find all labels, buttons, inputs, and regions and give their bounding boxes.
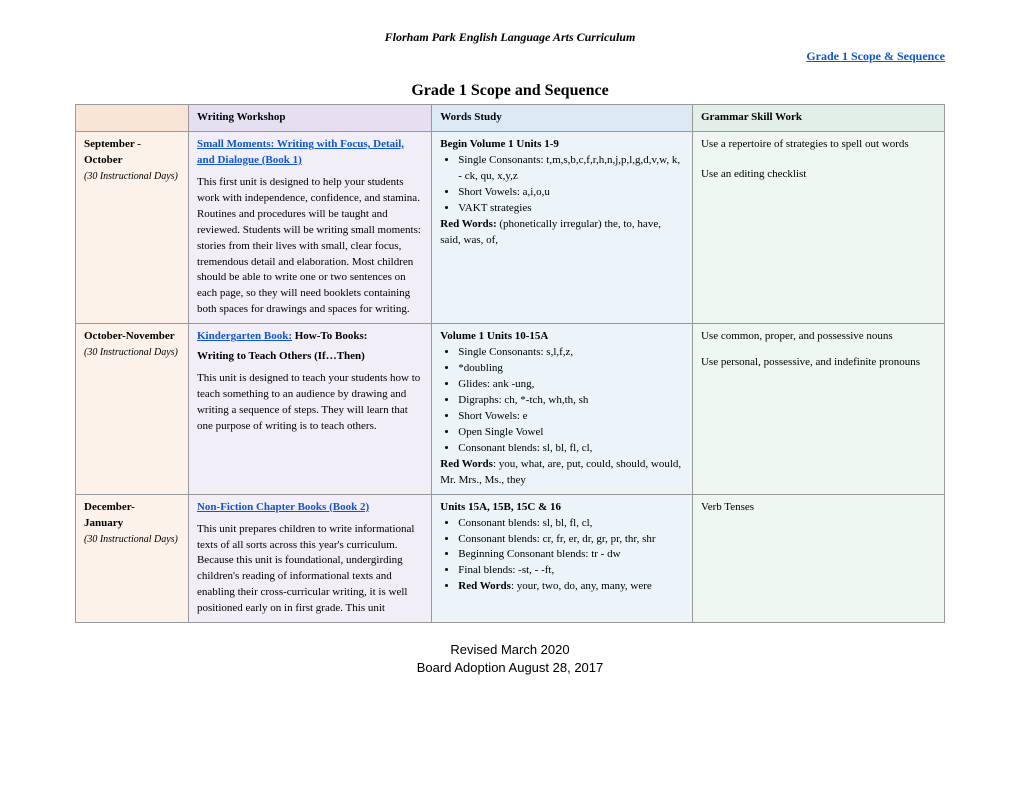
unit-link[interactable]: Small Moments: Writing with Focus, Detai… bbox=[197, 138, 404, 166]
table-row: September - October (30 Instructional Da… bbox=[76, 131, 945, 323]
cell-writing-workshop: Non-Fiction Chapter Books (Book 2) This … bbox=[188, 494, 431, 623]
list-item: Single Consonants: s,l,f,z, bbox=[458, 345, 684, 361]
period-label: September - October bbox=[84, 138, 141, 166]
cell-writing-workshop: Small Moments: Writing with Focus, Detai… bbox=[188, 131, 431, 323]
list-item: VAKT strategies bbox=[458, 201, 684, 217]
red-words-text: : your, two, do, any, many, were bbox=[511, 580, 652, 592]
cell-period: September - October (30 Instructional Da… bbox=[76, 131, 189, 323]
ws-list: Single Consonants: s,l,f,z, *doubling Gl… bbox=[458, 345, 684, 457]
unit-link[interactable]: Non-Fiction Chapter Books (Book 2) bbox=[197, 501, 369, 513]
ws-intro: Begin Volume 1 Units 1-9 bbox=[440, 138, 559, 150]
page-title: Grade 1 Scope and Sequence bbox=[75, 82, 945, 100]
header-subtitle: Florham Park English Language Arts Curri… bbox=[75, 30, 945, 45]
scope-table: Writing Workshop Words Study Grammar Ski… bbox=[75, 104, 945, 623]
cell-words-study: Units 15A, 15B, 15C & 16 Consonant blend… bbox=[432, 494, 693, 623]
list-item: Red Words: your, two, do, any, many, wer… bbox=[458, 579, 684, 595]
table-row: December- January (30 Instructional Days… bbox=[76, 494, 945, 623]
ws-list: Consonant blends: sl, bl, fl, cl, Conson… bbox=[458, 516, 684, 596]
unit-body: This unit prepares children to write inf… bbox=[197, 522, 423, 618]
red-words-label: Red Words bbox=[458, 580, 511, 592]
table-row: October-November (30 Instructional Days)… bbox=[76, 324, 945, 494]
col-header-grammar: Grammar Skill Work bbox=[692, 105, 944, 132]
cell-words-study: Begin Volume 1 Units 1-9 Single Consonan… bbox=[432, 131, 693, 323]
cell-period: December- January (30 Instructional Days… bbox=[76, 494, 189, 623]
ws-intro: Volume 1 Units 10-15A bbox=[440, 330, 548, 342]
cell-words-study: Volume 1 Units 10-15A Single Consonants:… bbox=[432, 324, 693, 494]
period-label: December- bbox=[84, 501, 135, 513]
grammar-line: Use common, proper, and possessive nouns bbox=[701, 329, 936, 345]
unit-body: This unit is designed to teach your stud… bbox=[197, 371, 423, 435]
grammar-line: Verb Tenses bbox=[701, 500, 936, 516]
days-label: (30 Instructional Days) bbox=[84, 171, 178, 182]
red-words-label: Red Words bbox=[440, 458, 493, 470]
list-item: Consonant blends: sl, bl, fl, cl, bbox=[458, 441, 684, 457]
unit-subtitle: Writing to Teach Others (If…Then) bbox=[197, 350, 365, 362]
days-label: (30 Instructional Days) bbox=[84, 347, 178, 358]
list-item: Consonant blends: cr, fr, er, dr, gr, pr… bbox=[458, 532, 684, 548]
unit-body: This first unit is designed to help your… bbox=[197, 175, 423, 318]
cell-period: October-November (30 Instructional Days) bbox=[76, 324, 189, 494]
table-header-row: Writing Workshop Words Study Grammar Ski… bbox=[76, 105, 945, 132]
cell-grammar: Verb Tenses bbox=[692, 494, 944, 623]
grammar-line: Use a repertoire of strategies to spell … bbox=[701, 137, 936, 153]
list-item: Short Vowels: e bbox=[458, 409, 684, 425]
ws-list: Single Consonants: t,m,s,b,c,f,r,h,n,j,p… bbox=[458, 153, 684, 217]
list-item: Beginning Consonant blends: tr - dw bbox=[458, 547, 684, 563]
list-item: Digraphs: ch, *-tch, wh,th, sh bbox=[458, 393, 684, 409]
grammar-line: Use an editing checklist bbox=[701, 167, 936, 183]
ws-intro: Units 15A, 15B, 15C & 16 bbox=[440, 501, 561, 513]
col-header-period bbox=[76, 105, 189, 132]
list-item: Single Consonants: t,m,s,b,c,f,r,h,n,j,p… bbox=[458, 153, 684, 185]
list-item: Glides: ank -ung, bbox=[458, 377, 684, 393]
unit-link[interactable]: Kindergarten Book: bbox=[197, 330, 292, 342]
grammar-line: Use personal, possessive, and indefinite… bbox=[701, 355, 936, 371]
footer-line: Board Adoption August 28, 2017 bbox=[75, 659, 945, 677]
list-item: Final blends: -st, - -ft, bbox=[458, 563, 684, 579]
list-item: *doubling bbox=[458, 361, 684, 377]
red-words: Red Words: (phonetically irregular) the,… bbox=[440, 217, 684, 249]
period-label: January bbox=[84, 517, 123, 529]
cell-writing-workshop: Kindergarten Book: How-To Books: Writing… bbox=[188, 324, 431, 494]
col-header-writing-workshop: Writing Workshop bbox=[188, 105, 431, 132]
cell-grammar: Use common, proper, and possessive nouns… bbox=[692, 324, 944, 494]
unit-after-link: How-To Books: bbox=[292, 330, 367, 342]
list-item: Short Vowels: a,i,o,u bbox=[458, 185, 684, 201]
cell-grammar: Use a repertoire of strategies to spell … bbox=[692, 131, 944, 323]
scope-sequence-link[interactable]: Grade 1 Scope & Sequence bbox=[75, 49, 945, 64]
period-label: October-November bbox=[84, 330, 175, 342]
red-words-label: Red Words: bbox=[440, 218, 496, 230]
footer-line: Revised March 2020 bbox=[75, 641, 945, 659]
days-label: (30 Instructional Days) bbox=[84, 534, 178, 545]
red-words: Red Words: you, what, are, put, could, s… bbox=[440, 457, 684, 489]
list-item: Consonant blends: sl, bl, fl, cl, bbox=[458, 516, 684, 532]
col-header-words-study: Words Study bbox=[432, 105, 693, 132]
list-item: Open Single Vowel bbox=[458, 425, 684, 441]
footer: Revised March 2020 Board Adoption August… bbox=[75, 641, 945, 677]
